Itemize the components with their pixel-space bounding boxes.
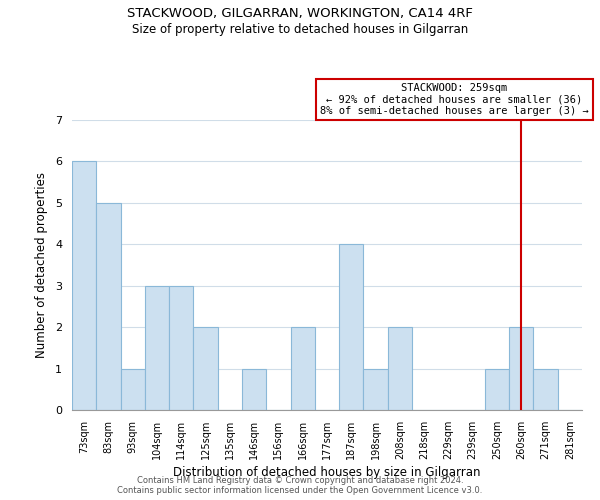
Bar [509,327,533,410]
Bar [485,368,509,410]
Bar [121,368,145,410]
X-axis label: Distribution of detached houses by size in Gilgarran: Distribution of detached houses by size … [173,466,481,479]
Y-axis label: Number of detached properties: Number of detached properties [35,172,48,358]
Text: STACKWOOD, GILGARRAN, WORKINGTON, CA14 4RF: STACKWOOD, GILGARRAN, WORKINGTON, CA14 4… [127,8,473,20]
Bar [339,244,364,410]
Text: Contains HM Land Registry data © Crown copyright and database right 2024.
Contai: Contains HM Land Registry data © Crown c… [118,476,482,495]
Text: STACKWOOD: 259sqm
← 92% of detached houses are smaller (36)
8% of semi-detached : STACKWOOD: 259sqm ← 92% of detached hous… [320,82,589,116]
Bar [533,368,558,410]
Bar [364,368,388,410]
Bar [169,286,193,410]
Bar [72,162,96,410]
Text: Size of property relative to detached houses in Gilgarran: Size of property relative to detached ho… [132,22,468,36]
Bar [290,327,315,410]
Bar [388,327,412,410]
Bar [145,286,169,410]
Bar [193,327,218,410]
Bar [242,368,266,410]
Bar [96,203,121,410]
